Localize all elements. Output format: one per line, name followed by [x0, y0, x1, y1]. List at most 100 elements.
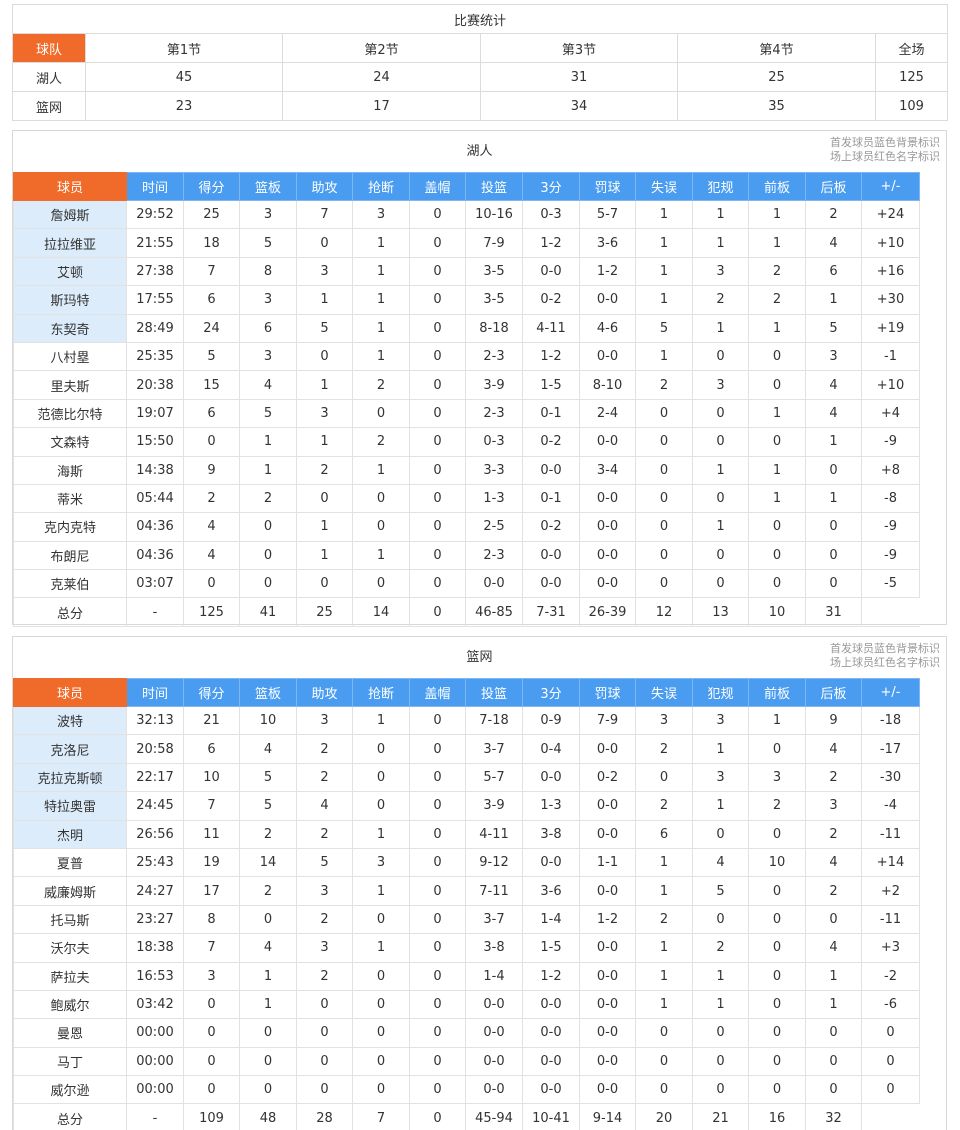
stat-fouls: 0 [692, 904, 749, 935]
summary-row-nets: 篮网 23 17 34 35 109 [12, 91, 949, 121]
player-name: 威尔逊 [13, 1075, 127, 1105]
stat-blocks: 0 [409, 933, 466, 963]
player-name: 沃尔夫 [13, 933, 127, 963]
stat-fouls: 2 [692, 285, 749, 315]
stat-assists: 2 [296, 762, 353, 793]
stat-blocks: 0 [409, 791, 466, 821]
stat-def-reb: 1 [805, 961, 862, 991]
stat-three: 1-5 [522, 370, 580, 400]
stat-time: 23:27 [126, 904, 184, 935]
stat-turnovers: 1 [635, 285, 693, 315]
stat-points: 19 [183, 847, 240, 878]
stat-three: 3-6 [522, 876, 580, 906]
stat-fg: 3-9 [465, 791, 523, 821]
stat-steals: 0 [352, 483, 410, 514]
stat-def-reb: 4 [805, 734, 862, 764]
stats-header-row: 球员 时间 得分 篮板 助攻 抢断 盖帽 投篮 3分 罚球 失误 犯规 前板 后板 +/- [13, 172, 920, 201]
stat-plus-minus: +14 [861, 847, 920, 878]
player-name: 克洛尼 [13, 734, 127, 764]
stat-blocks: 0 [409, 313, 466, 343]
stat-fouls: 1 [692, 734, 749, 764]
player-row: 波特 32:13 21 10 3 1 0 7-18 0-9 7-9 3 3 1 9 -18 [13, 705, 920, 736]
column-header-time: 时间 [126, 172, 184, 201]
stat-assists: 2 [296, 904, 353, 935]
stat-ft: 2-4 [579, 398, 636, 429]
total-fg: 46-85 [465, 597, 523, 627]
stat-ft: 0-0 [579, 540, 636, 571]
player-row: 萨拉夫 16:53 3 1 2 0 0 1-4 1-2 0-0 1 1 0 1 -2 [13, 961, 920, 991]
stat-three: 0-4 [522, 734, 580, 764]
stat-assists: 0 [296, 1046, 353, 1077]
stat-points: 7 [183, 933, 240, 963]
stat-fg: 3-5 [465, 256, 523, 287]
summary-q3-score: 34 [480, 91, 678, 121]
stat-ft: 0-0 [579, 285, 636, 315]
player-stats-table: 球员 时间 得分 篮板 助攻 抢断 盖帽 投篮 3分 罚球 失误 犯规 前板 后板 +/- 波特 32:13 21… [13, 678, 920, 1130]
team-panel-nets: 篮网 首发球员蓝色背景标识 场上球员红色名字标识 球员 时间 得分 篮板 助攻 抢断 盖帽投… [12, 636, 947, 1130]
stat-ft: 1-1 [579, 847, 636, 878]
stat-points: 3 [183, 961, 240, 991]
stat-rebounds: 5 [239, 228, 297, 258]
stat-blocks: 0 [409, 1018, 466, 1048]
stat-def-reb: 1 [805, 483, 862, 514]
stat-turnovers: 0 [635, 762, 693, 793]
column-header-time: 时间 [126, 678, 184, 707]
player-name: 艾顿 [13, 256, 127, 287]
stat-fouls: 0 [692, 1075, 749, 1105]
stat-ft: 5-7 [579, 199, 636, 230]
total-rebounds: 41 [239, 597, 297, 627]
stat-def-reb: 4 [805, 370, 862, 400]
stat-rebounds: 0 [239, 540, 297, 571]
player-row: 海斯 14:38 9 1 2 1 0 3-3 0-0 3-4 0 1 1 0 +8 [13, 455, 920, 485]
stat-steals: 0 [352, 512, 410, 542]
stat-fouls: 4 [692, 847, 749, 878]
stat-fouls: 0 [692, 483, 749, 514]
stat-fg: 7-18 [465, 705, 523, 736]
stat-steals: 0 [352, 734, 410, 764]
stat-ft: 0-0 [579, 569, 636, 599]
stat-turnovers: 2 [635, 791, 693, 821]
stat-turnovers: 0 [635, 1046, 693, 1077]
stat-blocks: 0 [409, 569, 466, 599]
stat-ft: 0-0 [579, 819, 636, 849]
stat-fouls: 5 [692, 876, 749, 906]
stat-time: 29:52 [126, 199, 184, 230]
column-header-rebounds: 篮板 [239, 172, 297, 201]
stat-rebounds: 0 [239, 1018, 297, 1048]
stat-plus-minus: -18 [861, 705, 920, 736]
team-name-title: 湖人 [466, 144, 493, 159]
stat-plus-minus: -5 [861, 569, 920, 599]
stat-rebounds: 0 [239, 904, 297, 935]
stat-ft: 1-2 [579, 256, 636, 287]
stat-rebounds: 5 [239, 762, 297, 793]
stat-fg: 0-0 [465, 1046, 523, 1077]
total-points: 125 [183, 597, 240, 627]
stat-steals: 0 [352, 1075, 410, 1105]
stat-steals: 0 [352, 904, 410, 935]
stat-off-reb: 0 [748, 904, 806, 935]
stat-fouls: 0 [692, 341, 749, 372]
stat-plus-minus: -11 [861, 904, 920, 935]
stat-time: 21:55 [126, 228, 184, 258]
stat-turnovers: 6 [635, 819, 693, 849]
stat-points: 24 [183, 313, 240, 343]
stat-fouls: 1 [692, 961, 749, 991]
stat-fouls: 1 [692, 512, 749, 542]
stat-rebounds: 5 [239, 791, 297, 821]
stat-steals: 1 [352, 341, 410, 372]
stat-fouls: 0 [692, 1046, 749, 1077]
stat-plus-minus: 0 [861, 1018, 920, 1048]
stat-off-reb: 0 [748, 876, 806, 906]
stat-def-reb: 4 [805, 228, 862, 258]
player-row: 范德比尔特 19:07 6 5 3 0 0 2-3 0-1 2-4 0 0 1 4 +4 [13, 398, 920, 429]
stat-steals: 0 [352, 791, 410, 821]
stat-off-reb: 0 [748, 989, 806, 1020]
stat-fouls: 1 [692, 989, 749, 1020]
stat-turnovers: 3 [635, 705, 693, 736]
stat-three: 0-3 [522, 199, 580, 230]
stat-blocks: 0 [409, 370, 466, 400]
column-header-plus-minus: +/- [861, 172, 920, 201]
stat-steals: 3 [352, 199, 410, 230]
legend-note: 首发球员蓝色背景标识 场上球员红色名字标识 [830, 642, 940, 670]
stat-plus-minus: +10 [861, 228, 920, 258]
